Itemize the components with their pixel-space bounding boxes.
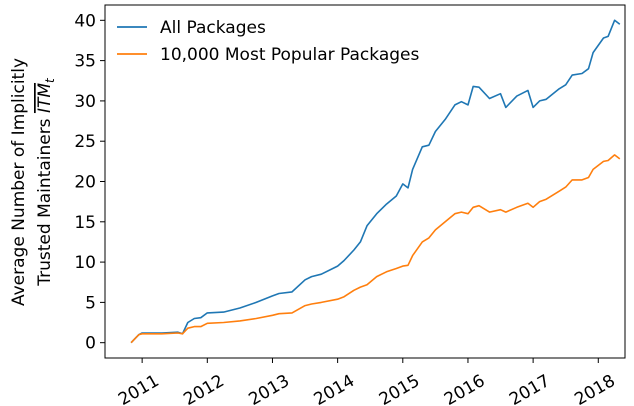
legend-label: 10,000 Most Popular Packages [160,45,419,65]
y-tick-label: 30 [74,92,96,112]
x-tick-label: 2016 [441,371,488,406]
y-tick-label: 35 [74,52,96,72]
x-tick-label: 2012 [180,371,227,406]
y-axis-label-symbol: ITM [35,83,55,113]
y-tick-label: 15 [74,213,96,233]
y-axis-label: Average Number of Implicitly [9,58,29,306]
y-tick-label: 40 [74,11,96,31]
y-axis-label-subscript: t [43,77,57,83]
legend-label: All Packages [160,18,266,38]
x-tick-label: 2018 [571,371,618,406]
y-tick-label: 25 [74,132,96,152]
y-axis-label-text: Trusted Maintainers [35,118,55,286]
x-tick-label: 2011 [115,371,162,406]
y-tick-label: 5 [85,293,96,313]
y-tick-label: 10 [74,253,96,273]
y-tick-label: 0 [85,334,96,354]
y-tick-label: 20 [74,173,96,193]
series-line [130,154,621,344]
x-tick-label: 2017 [506,371,553,406]
x-tick-label: 2013 [245,371,292,406]
series-line [130,19,621,344]
x-tick-label: 2014 [311,371,358,406]
y-axis-label: Trusted Maintainers ITMt [35,77,57,287]
x-tick-label: 2015 [376,371,423,406]
